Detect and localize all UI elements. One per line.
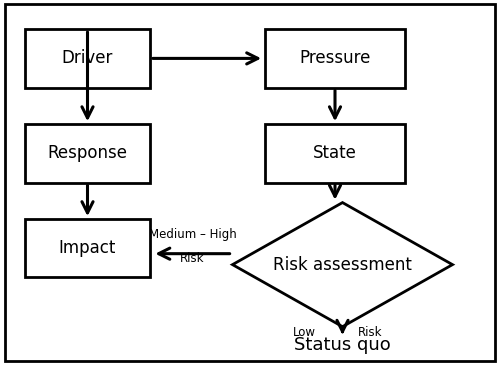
Bar [25, 219, 150, 277]
Text: Risk assessment: Risk assessment [273, 255, 412, 274]
Text: Pressure: Pressure [300, 49, 370, 68]
Bar [265, 29, 405, 88]
Text: Medium – High: Medium – High [148, 228, 236, 241]
Text: Response: Response [48, 144, 128, 162]
Bar [265, 124, 405, 182]
Text: Impact: Impact [59, 239, 116, 257]
Polygon shape [232, 203, 452, 327]
Text: Risk: Risk [358, 326, 382, 339]
Bar [25, 29, 150, 88]
Bar [25, 124, 150, 182]
Text: Driver: Driver [62, 49, 113, 68]
Text: Risk: Risk [180, 252, 205, 265]
Text: Low: Low [293, 326, 316, 339]
Text: State: State [313, 144, 357, 162]
Text: Status quo: Status quo [294, 336, 391, 354]
